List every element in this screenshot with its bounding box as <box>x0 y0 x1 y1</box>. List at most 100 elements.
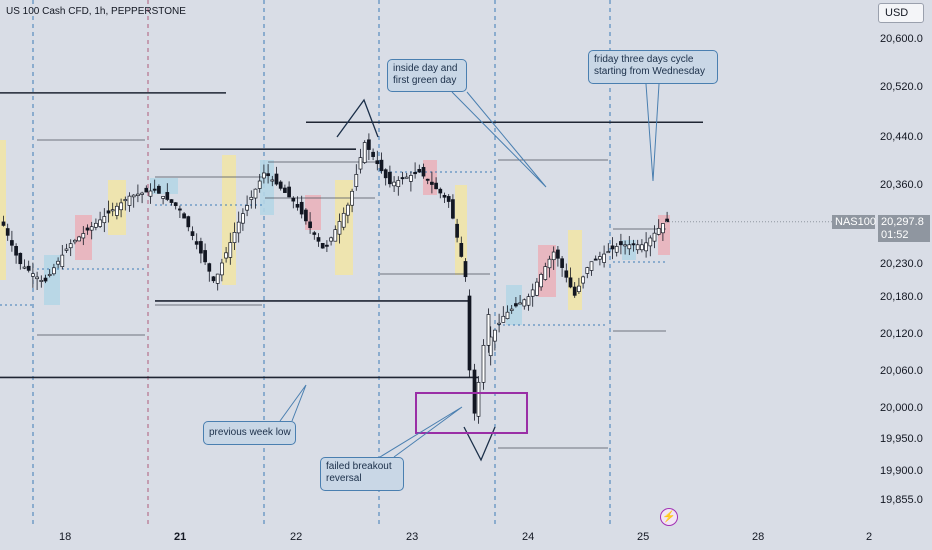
candle-body <box>455 223 459 238</box>
highlight-zone <box>260 160 274 215</box>
y-tick-label: 20,060.0 <box>880 365 923 377</box>
callout-pointer-inside-day <box>451 91 547 188</box>
candle-body <box>589 261 594 271</box>
candle-body <box>648 237 653 247</box>
candle-body <box>64 248 69 251</box>
y-tick-label: 20,120.0 <box>880 328 923 340</box>
candle-body <box>115 205 119 216</box>
candle-body <box>379 159 384 172</box>
price-axis[interactable]: 20,600.0 20,520.0 20,440.0 20,360.0 20,230.0… <box>872 0 932 550</box>
highlight-zone <box>0 140 6 280</box>
highlight-zone <box>658 215 670 255</box>
candle-body <box>26 265 31 271</box>
candle-body <box>94 222 98 228</box>
y-tick-label: 20,520.0 <box>880 81 923 93</box>
callout-inside-day[interactable]: inside day and first green day <box>387 59 467 92</box>
candle-body <box>614 246 619 253</box>
candle-body <box>362 142 367 163</box>
candle-body <box>299 201 304 215</box>
highlight-zone <box>455 185 467 275</box>
candle-body <box>22 266 27 269</box>
symbol-tag: NAS100 <box>832 215 876 229</box>
x-tick-label: 22 <box>290 531 303 543</box>
candle-body <box>535 281 539 296</box>
y-tick-label: 19,855.0 <box>880 494 923 506</box>
candle-body <box>312 232 317 235</box>
y-tick-label: 19,900.0 <box>880 465 923 477</box>
candle-body <box>5 228 10 236</box>
candle-body <box>262 172 266 179</box>
candle-body <box>199 241 203 254</box>
candle-body <box>493 329 497 342</box>
candle-body <box>417 169 422 173</box>
callout-failed-breakout[interactable]: failed breakout reversal <box>320 457 404 491</box>
y-tick-label: 20,360.0 <box>880 179 923 191</box>
candle-body <box>295 204 300 208</box>
callout-pointer-prev-low <box>279 384 307 422</box>
candle-body <box>14 246 18 256</box>
candle-body <box>173 202 178 206</box>
candle-body <box>131 194 136 198</box>
candle-body <box>266 173 270 177</box>
candle-body <box>568 277 573 288</box>
top-chevron <box>336 98 379 138</box>
y-tick-label: 20,230.0 <box>880 258 923 270</box>
candle-body <box>530 289 535 297</box>
y-tick-label: 20,180.0 <box>880 291 923 303</box>
candle-body <box>123 199 128 202</box>
candle-body <box>610 245 615 250</box>
candle-body <box>152 188 157 191</box>
candle-body <box>68 243 73 249</box>
candle-body <box>354 174 359 187</box>
candle-body <box>652 232 657 242</box>
candle-body <box>619 241 623 246</box>
candle-body <box>31 273 35 277</box>
candle-body <box>463 261 468 278</box>
candle-body <box>270 179 275 182</box>
callout-previous-week-low[interactable]: previous week low <box>203 421 296 445</box>
x-tick-label: 28 <box>752 531 765 543</box>
candle-body <box>577 285 581 292</box>
callout-friday-cycle[interactable]: friday three days cycle starting from We… <box>588 50 718 84</box>
candle-body <box>543 266 548 280</box>
x-tick-label: 23 <box>406 531 419 543</box>
candle-body <box>190 231 195 236</box>
candle-body <box>203 250 207 263</box>
candle-body <box>329 237 333 242</box>
candle-body <box>241 213 245 224</box>
candle-body <box>291 197 296 202</box>
callout-pointer-friday <box>645 83 660 182</box>
callout-pointer-failed-breakout <box>379 406 463 458</box>
candle-body <box>207 263 212 272</box>
x-tick-label: 18 <box>59 531 72 543</box>
candle-body <box>346 204 350 216</box>
candle-body <box>316 237 321 242</box>
candle-body <box>572 286 577 296</box>
reversal-box <box>415 392 528 434</box>
candle-body <box>505 311 510 320</box>
y-tick-label: 20,600.0 <box>880 33 923 45</box>
candle-body <box>400 177 405 180</box>
candle-body <box>631 243 636 246</box>
candle-body <box>375 160 380 165</box>
currency-button[interactable]: USD <box>878 3 924 23</box>
candle-body <box>551 251 556 261</box>
candle-body <box>488 336 493 357</box>
candle-body <box>52 267 56 275</box>
highlight-zone <box>423 160 437 195</box>
highlight-zone <box>305 195 321 230</box>
candle-body <box>136 193 140 196</box>
candle-body <box>47 274 52 276</box>
candle-body <box>148 190 153 197</box>
candle-body <box>232 232 237 243</box>
candle-body <box>442 194 447 198</box>
candle-body <box>35 276 39 280</box>
candle-body <box>438 188 443 194</box>
lightning-icon[interactable]: ⚡ <box>660 508 678 526</box>
highlight-zone <box>150 178 178 194</box>
x-tick-label: 25 <box>637 531 650 543</box>
candle-body <box>325 244 329 247</box>
candle-body <box>119 202 123 211</box>
